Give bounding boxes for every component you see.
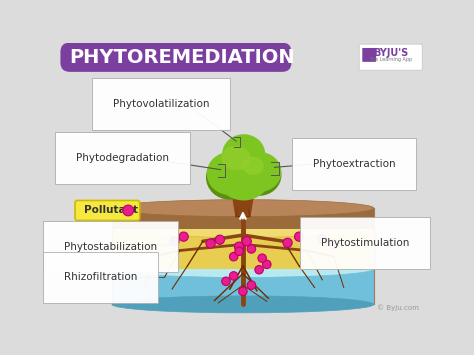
Circle shape	[247, 245, 255, 253]
Text: Pollutant: Pollutant	[83, 206, 137, 215]
FancyBboxPatch shape	[359, 44, 422, 70]
Circle shape	[179, 232, 188, 241]
Circle shape	[229, 252, 238, 261]
Circle shape	[170, 237, 179, 246]
Circle shape	[255, 266, 264, 274]
Text: BYJU'S: BYJU'S	[373, 48, 409, 58]
FancyBboxPatch shape	[75, 201, 140, 220]
Ellipse shape	[237, 154, 282, 196]
Polygon shape	[237, 193, 248, 209]
Text: Phytoextraction: Phytoextraction	[313, 159, 396, 169]
Circle shape	[215, 235, 225, 244]
Polygon shape	[112, 208, 374, 229]
Text: The Learning App: The Learning App	[369, 57, 412, 62]
Text: Rhizofiltration: Rhizofiltration	[64, 272, 137, 283]
Circle shape	[329, 240, 338, 249]
Circle shape	[235, 247, 243, 256]
Ellipse shape	[237, 152, 282, 192]
Circle shape	[123, 205, 134, 216]
Circle shape	[229, 272, 238, 280]
Circle shape	[239, 287, 247, 296]
Ellipse shape	[112, 200, 374, 217]
Ellipse shape	[207, 152, 253, 195]
FancyBboxPatch shape	[362, 48, 376, 62]
Ellipse shape	[206, 155, 254, 200]
Text: Phytodegradation: Phytodegradation	[76, 153, 169, 163]
Ellipse shape	[242, 157, 264, 175]
Circle shape	[222, 277, 230, 285]
Circle shape	[294, 232, 304, 241]
Circle shape	[235, 242, 244, 251]
Polygon shape	[232, 189, 243, 217]
Ellipse shape	[112, 296, 374, 313]
Polygon shape	[236, 208, 250, 217]
Circle shape	[206, 239, 215, 248]
Circle shape	[318, 234, 327, 244]
Text: Phytostabilization: Phytostabilization	[64, 242, 157, 252]
Ellipse shape	[221, 146, 251, 170]
Text: © Byju.com: © Byju.com	[377, 304, 419, 311]
Polygon shape	[243, 193, 251, 197]
FancyBboxPatch shape	[61, 43, 292, 72]
Ellipse shape	[112, 261, 374, 278]
Ellipse shape	[222, 138, 265, 178]
Circle shape	[263, 260, 271, 269]
Polygon shape	[243, 189, 254, 217]
Polygon shape	[112, 229, 374, 269]
Circle shape	[258, 254, 266, 262]
Circle shape	[247, 281, 255, 289]
Polygon shape	[235, 193, 243, 197]
Polygon shape	[112, 269, 374, 304]
Text: PHYTOREMEDIATION: PHYTOREMEDIATION	[70, 48, 295, 67]
Ellipse shape	[112, 220, 374, 237]
Ellipse shape	[218, 154, 270, 201]
Circle shape	[242, 237, 251, 246]
Text: Phytovolatilization: Phytovolatilization	[113, 99, 210, 109]
Text: Phytostimulation: Phytostimulation	[321, 238, 409, 248]
Ellipse shape	[222, 134, 265, 174]
Circle shape	[283, 238, 292, 247]
